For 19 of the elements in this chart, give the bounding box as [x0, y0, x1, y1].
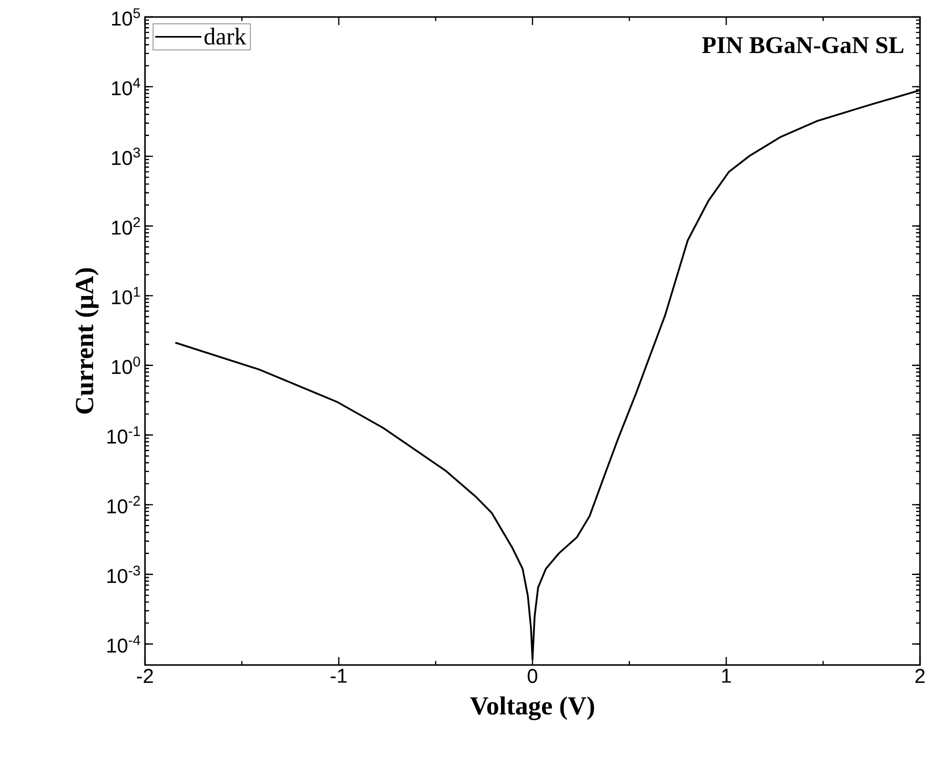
y-tick-label: 10$^{-1}$	[107, 426, 140, 444]
y-tick-label: 10$^{-4}$	[107, 635, 140, 653]
y-tick-label: 10$^{0}$	[112, 356, 140, 374]
x-tick-label: 0	[528, 668, 538, 684]
y-tick-label: 10$^{4}$	[112, 78, 140, 96]
x-tick-label: -2	[137, 668, 153, 683]
y-tick-label: 10$^{-2}$	[107, 496, 140, 514]
x-tick-label: 2	[915, 668, 925, 683]
x-axis-title: Voltage (V)	[470, 696, 594, 720]
y-tick-label: 10$^{3}$	[112, 148, 140, 166]
y-tick-label: 10$^{5}$	[112, 8, 140, 26]
y-axis-title: Current (μA)	[75, 268, 99, 414]
x-tick-label: 1	[722, 668, 731, 683]
y-tick-label: 10$^{1}$	[112, 286, 140, 304]
y-tick-label: 10$^{-3}$	[107, 566, 140, 584]
x-tick-label: -1	[330, 668, 347, 683]
y-tick-label: 10$^{2}$	[112, 217, 140, 235]
legend-label: dark	[204, 28, 246, 45]
text: PIN BGaN-GaN SL	[702, 37, 904, 54]
